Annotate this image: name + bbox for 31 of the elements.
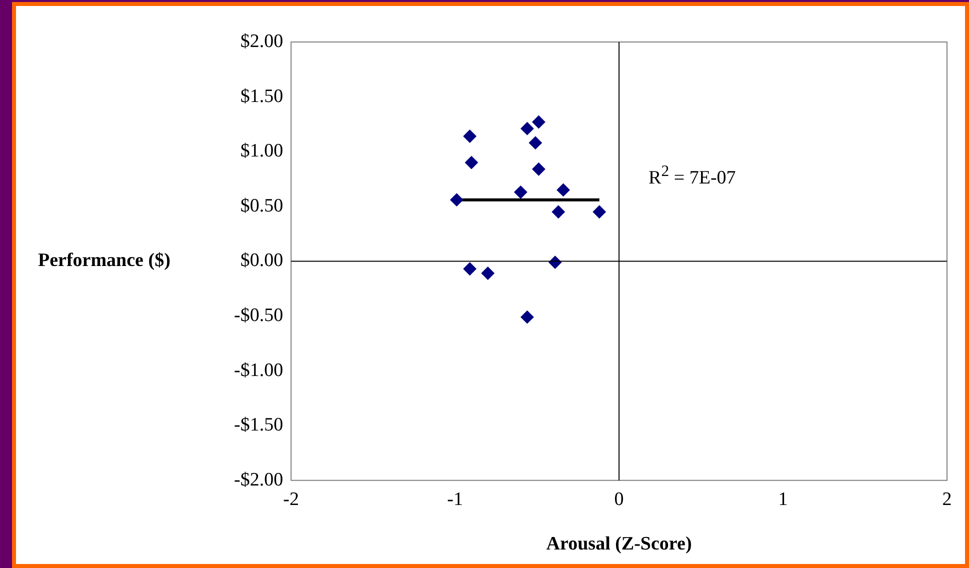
y-axis-title: Performance ($) [38,250,170,272]
point [450,193,464,206]
point [463,262,476,276]
y-tick-label: $2.00 [240,30,284,52]
point [552,205,565,218]
point [463,130,476,143]
y-tick-label: $1.50 [240,86,284,107]
y-tick-label: $0.50 [240,195,284,216]
y-tick-label: -$2.00 [234,469,284,490]
y-tick-label: $0.00 [240,250,284,272]
point [592,205,606,218]
y-tick-label: -$1.50 [234,414,284,436]
x-tick-label: -2 [283,488,299,510]
point [532,162,546,176]
y-tick-label: -$0.50 [234,304,284,326]
y-tick-label: -$1.00 [234,360,284,381]
point [514,186,528,199]
x-axis-title: Arousal (Z-Score) [546,534,692,555]
x-tick-label: 2 [942,488,952,510]
point [532,116,546,129]
annotation: R$^{2}$ = 7E-07 [648,162,736,189]
x-tick-label: -1 [447,488,463,510]
point [464,156,478,170]
x-tick-label: 0 [614,488,624,510]
point [556,183,570,196]
point [528,136,542,150]
point [481,266,494,280]
x-tick-label: 1 [778,488,788,510]
point [520,122,534,136]
y-tick-label: $1.00 [240,140,284,162]
point [520,310,534,324]
